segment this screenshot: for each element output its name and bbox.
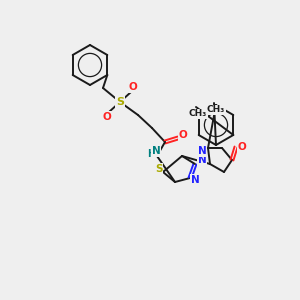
Text: CH₃: CH₃ [207,106,225,115]
Text: O: O [178,130,188,140]
Text: N: N [198,146,206,156]
Text: N: N [152,146,160,156]
Text: S: S [155,164,163,174]
Text: N: N [198,155,206,165]
Text: N: N [190,175,200,185]
Text: CH₃: CH₃ [189,110,207,118]
Text: O: O [238,142,246,152]
Text: O: O [103,112,111,122]
Text: O: O [129,82,137,92]
Text: H: H [147,149,155,159]
Text: S: S [116,97,124,107]
